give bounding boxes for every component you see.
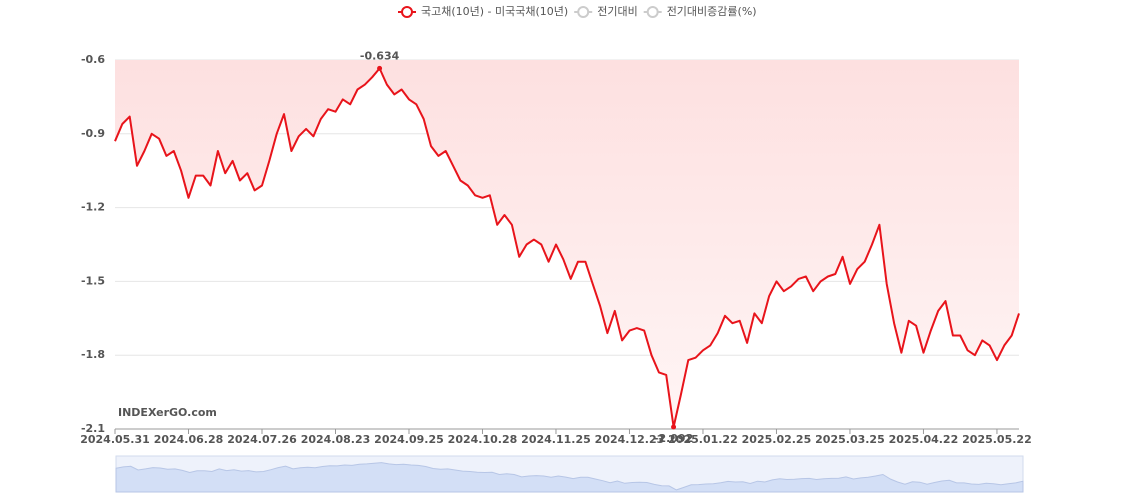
x-tick-label: 2024.08.23	[301, 433, 371, 446]
x-tick-label: 2024.11.25	[521, 433, 591, 446]
x-tick-label: 2025.01.22	[668, 433, 738, 446]
watermark: INDEXerGO.com	[118, 406, 217, 419]
y-tick-label: -0.9	[81, 127, 105, 140]
extreme-point	[377, 65, 383, 71]
legend-marker	[646, 6, 659, 18]
y-tick-label: -1.8	[81, 348, 105, 361]
extreme-label: -0.634	[360, 49, 400, 62]
x-tick-label: 2024.10.28	[448, 433, 518, 446]
y-tick-label: -1.2	[81, 201, 105, 214]
x-tick-label: 2024.09.25	[374, 433, 444, 446]
x-tick-label: 2024.05.31	[80, 433, 150, 446]
y-tick-label: -1.5	[81, 274, 105, 287]
x-tick-label: 2024.12.23	[595, 433, 665, 446]
area	[115, 60, 1019, 427]
y-tick-label: -0.6	[81, 53, 105, 66]
zoom-preview	[115, 462, 1024, 493]
line	[114, 67, 1020, 428]
x-tick-label: 2025.04.22	[889, 433, 959, 446]
legend-label[interactable]: 국고채(10년) - 미국국채(10년)	[421, 5, 568, 18]
y-tick-label: -2.1	[81, 422, 105, 435]
x-tick-label: 2025.05.22	[962, 433, 1032, 446]
legend-label[interactable]: 전기대비증감률(%)	[667, 5, 757, 18]
legend-marker	[577, 6, 590, 18]
x-tick-label: 2025.02.25	[742, 433, 812, 446]
legend-label[interactable]: 전기대비	[597, 5, 637, 18]
extreme-label: -2.092	[654, 432, 693, 445]
x-tick-label: 2024.07.26	[227, 433, 297, 446]
extreme-point	[671, 424, 677, 430]
x-tick-label: 2024.06.28	[154, 433, 224, 446]
x-tick-label: 2025.03.25	[815, 433, 885, 446]
legend-marker	[401, 6, 413, 18]
